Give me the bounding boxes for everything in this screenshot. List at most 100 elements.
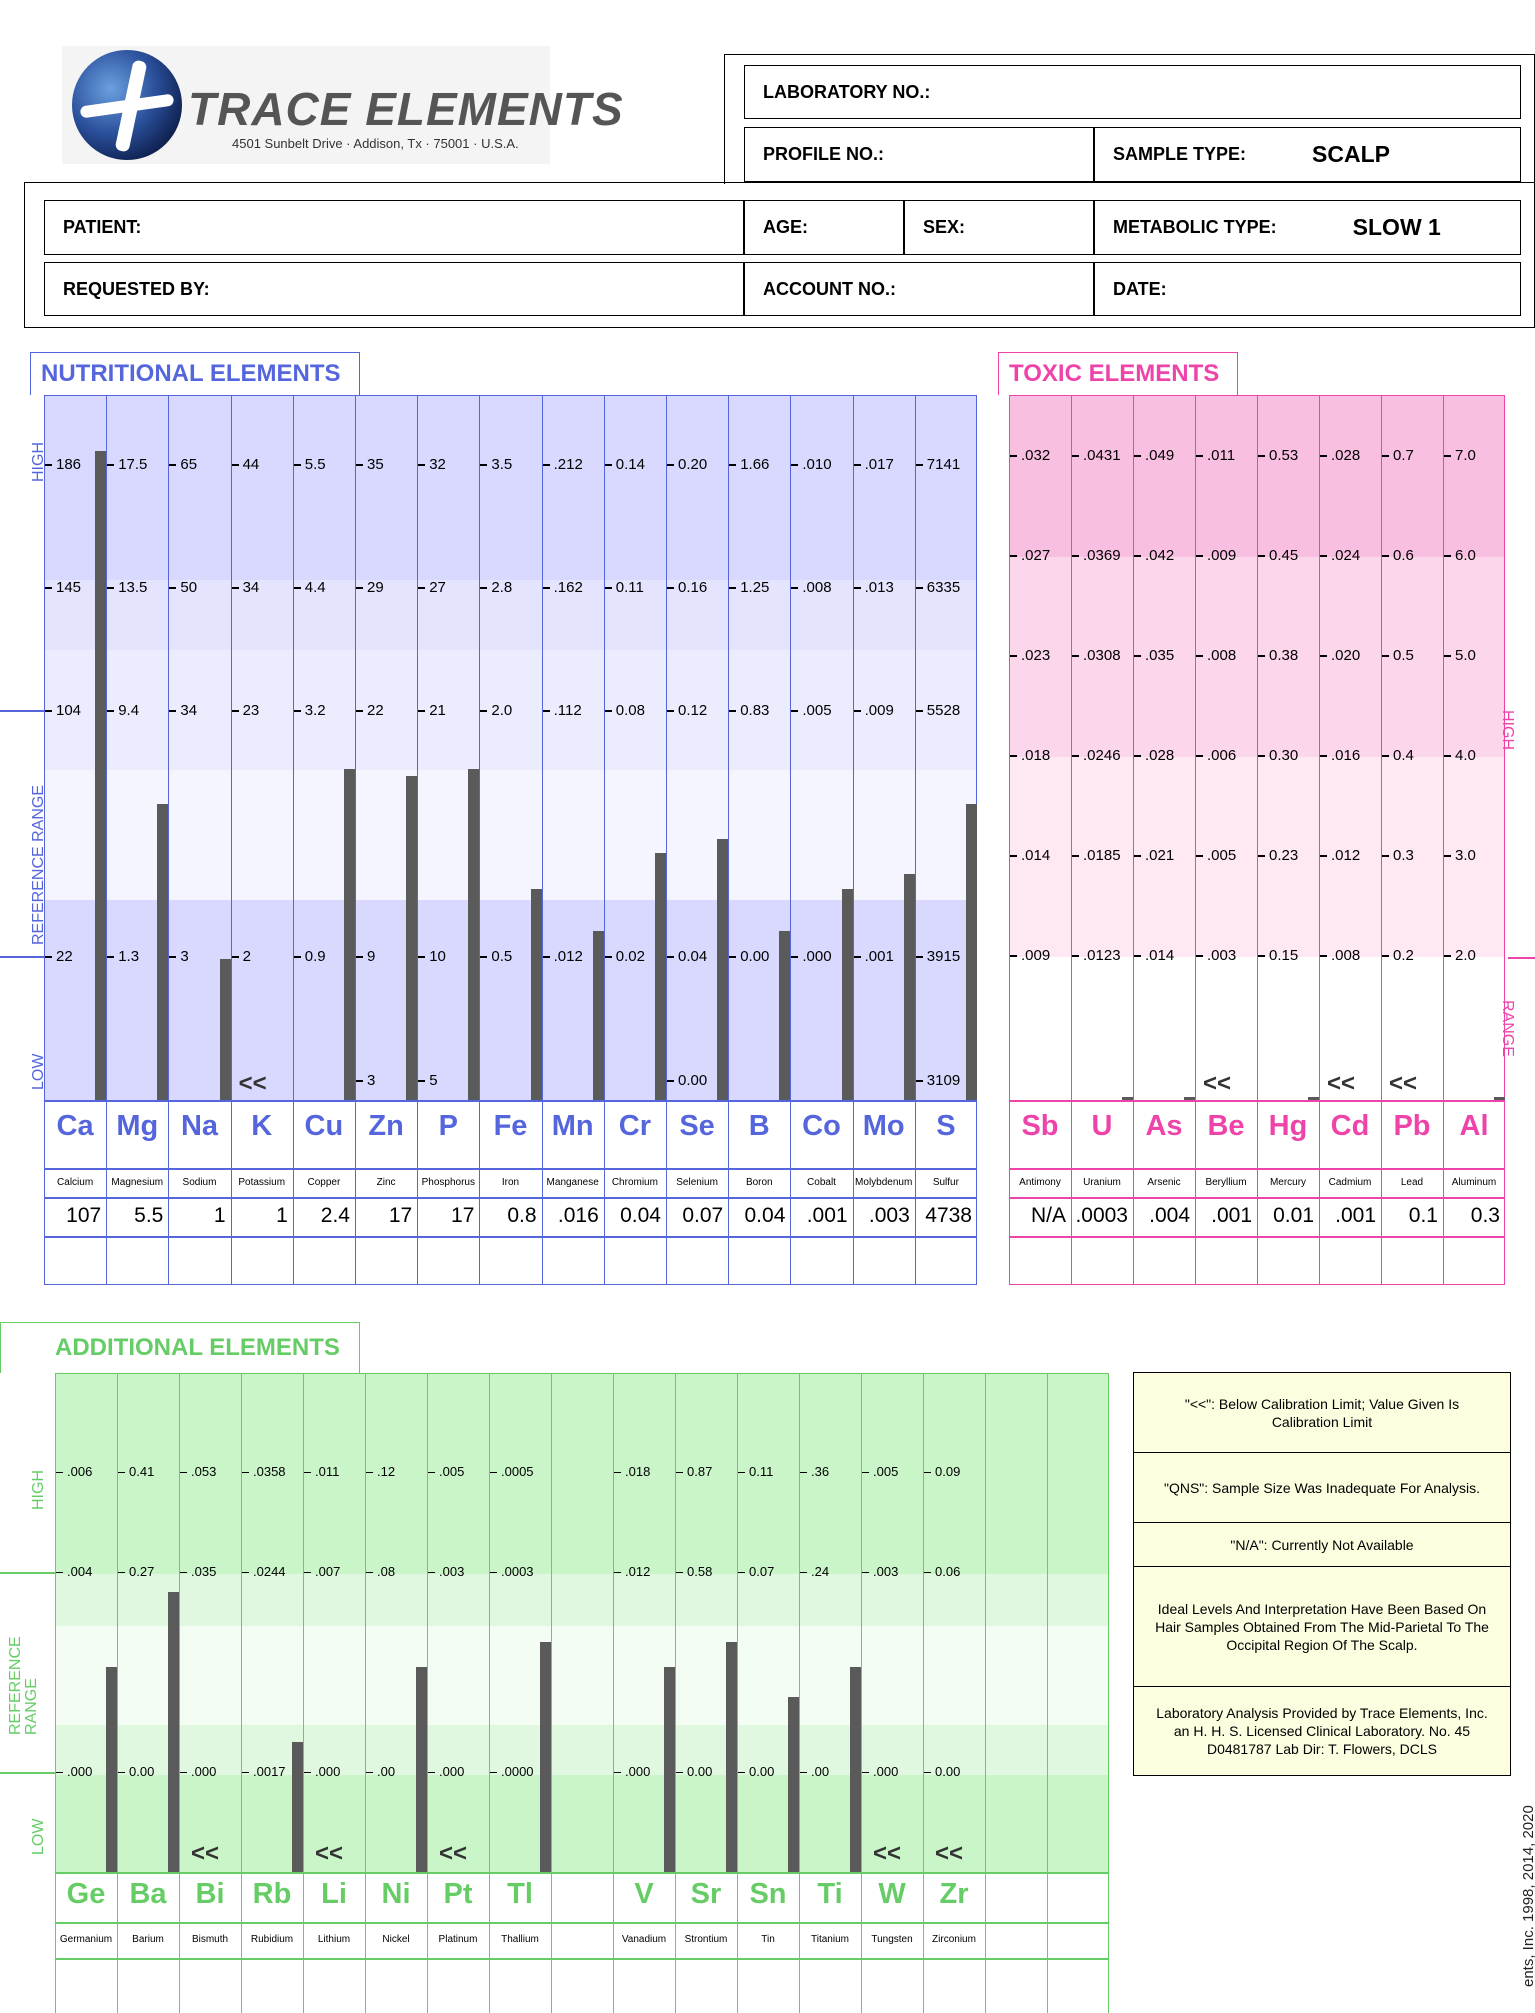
column-divider [551,1373,552,2013]
element-symbol-na: Na [180,1110,219,1142]
column-divider [728,395,730,1285]
legend-item: Ideal Levels And Interpretation Have Bee… [1133,1566,1511,1687]
element-value-cr: 0.04 [620,1204,661,1227]
element-symbol-sb: Sb [1021,1110,1059,1142]
tick-label-ba: 0.00 [118,1763,154,1781]
tick-label-mo: .001 [854,948,894,966]
tick-label-pb: 0.5 [1382,647,1414,665]
element-name-ba: Barium [132,1934,164,1945]
below-limit-marker: << [935,1840,964,1867]
bar-co [841,888,853,1100]
column-divider [292,395,294,1285]
tick-label-tl: .0005 [490,1463,534,1481]
tick-label-as: .049 [1134,447,1174,465]
element-value-s: 4738 [925,1204,972,1227]
tick-label-sr: 0.00 [676,1763,712,1781]
below-limit-marker: << [191,1840,220,1867]
additional-frame [55,1373,1109,2013]
column-divider [1443,395,1444,1285]
column-divider [365,1373,366,2013]
tick-label-k: 34 [232,579,260,597]
tick-label-cr: 0.14 [605,456,645,474]
tick-label-pb: 0.6 [1382,547,1414,565]
reference-range-label: REFERENCE RANGE [7,1636,40,1735]
element-value-k: 1 [276,1204,288,1227]
element-value-as: .004 [1149,1204,1190,1227]
tick-label-hg: 0.23 [1258,847,1298,865]
element-value-co: .001 [806,1204,848,1227]
tick-label-zn: 35 [356,456,384,474]
element-name-ti: Titanium [811,1934,849,1945]
element-value-mg: 5.5 [134,1204,164,1227]
element-name-se: Selenium [676,1177,718,1188]
range-band [44,395,977,580]
element-symbol-al: Al [1459,1110,1489,1142]
tick-label-pt: .005 [428,1463,464,1481]
lab-address: 4501 Sunbelt Drive · Addison, Tx · 75001… [232,136,519,151]
element-symbol-cu: Cu [304,1110,344,1142]
row-divider [55,1922,1109,1924]
tick-label-b: 1.25 [729,579,769,597]
column-divider [923,1373,924,2013]
row-divider [55,1872,1109,1874]
tick-label-sb: .009 [1010,947,1050,965]
tick-label-cd: .016 [1320,747,1360,765]
element-name-co: Cobalt [807,1177,836,1188]
element-name-al: Aluminum [1451,1177,1497,1188]
tick-label-k: 23 [232,702,260,720]
sample-type-field: SAMPLE TYPE: SCALP [1094,127,1521,182]
element-name-bi: Bismuth [191,1934,229,1945]
column-divider [106,395,108,1285]
column-divider [1047,1373,1048,2013]
tick-label-mn: .112 [543,702,582,720]
element-value-be: .001 [1211,1204,1252,1227]
nutritional-title: NUTRITIONAL ELEMENTS [30,352,360,395]
requested-by-field: REQUESTED BY: [44,262,744,316]
tick-low-p: 5 [418,1072,437,1090]
low-label: LOW [30,1818,47,1855]
bar-mo [903,874,915,1100]
tick-label-zn: 29 [356,579,384,597]
column-divider [241,1373,242,2013]
bar-rb [292,1742,303,1872]
tick-label-s: 5528 [916,702,960,720]
tick-label-ca: 22 [45,948,73,966]
tick-label-co: .005 [791,702,831,720]
ref-line-bottom [0,1772,55,1774]
column-divider [541,395,543,1285]
element-name-sr: Strontium [684,1934,728,1945]
tick-label-sn: 0.00 [738,1763,774,1781]
element-symbol-v: V [634,1878,654,1910]
column-divider [737,1373,738,2013]
tick-label-v: .012 [614,1563,650,1581]
tick-label-as: .035 [1134,647,1174,665]
tick-label-sb: .023 [1010,647,1050,665]
tick-label-al: 2.0 [1444,947,1476,965]
tick-label-tl: .0000 [490,1763,534,1781]
column-divider [489,1373,490,2013]
element-name-u: Uranium [1083,1177,1121,1188]
element-symbol-se: Se [679,1110,715,1142]
tick-label-bi: .000 [180,1763,216,1781]
ref-line-top [0,1572,55,1574]
tick-label-ni: .00 [366,1763,395,1781]
tick-label-s: 6335 [916,579,960,597]
tick-label-cu: 5.5 [294,456,326,474]
bar-b [779,930,791,1100]
element-name-sb: Antimony [1019,1177,1061,1188]
column-divider [1381,395,1382,1285]
date-field: DATE: [1094,262,1521,316]
tick-label-se: 0.12 [667,702,707,720]
tick-label-mg: 17.5 [107,456,147,474]
tick-label-tl: .0003 [490,1563,534,1581]
tick-label-p: 21 [418,702,446,720]
below-limit-marker: << [873,1840,902,1867]
tick-label-al: 5.0 [1444,647,1476,665]
nutritional-frame [44,395,977,1285]
high-label: HIGH [1499,710,1516,750]
element-value-b: 0.04 [744,1204,786,1227]
element-value-se: 0.07 [682,1204,724,1227]
column-divider [603,395,605,1285]
element-symbol-w: W [878,1878,906,1910]
bar-zn [406,775,418,1100]
